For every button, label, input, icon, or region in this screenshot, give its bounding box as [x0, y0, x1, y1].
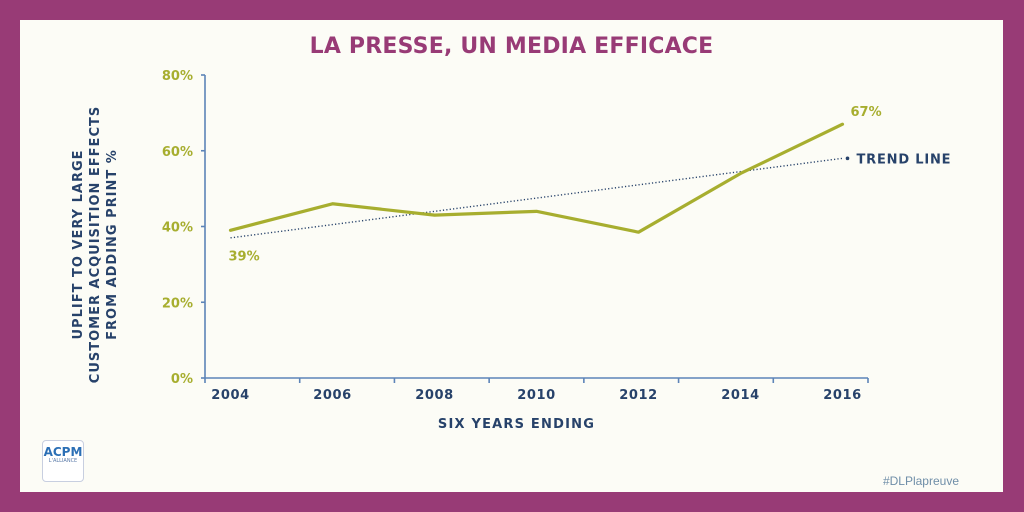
chart-title: LA PRESSE, UN MEDIA EFFICACE	[309, 34, 714, 59]
acpm-logo: ACPM L'ALLIANCE	[42, 440, 84, 482]
trend-line-end-marker	[845, 156, 850, 161]
logo-text: ACPM	[43, 445, 83, 459]
x-axis-title: SIX YEARS ENDING	[438, 417, 595, 432]
x-tick-label: 2004	[211, 388, 250, 403]
y-tick-label: 20%	[162, 296, 193, 311]
y-tick-label: 40%	[162, 221, 193, 236]
line-chart: 0% 20% 40% 60% 80% 2004 2006 2008 2010 2012 2014 20…	[71, 69, 952, 432]
y-tick-label: 80%	[162, 69, 193, 84]
chart-card: LA PRESSE, UN MEDIA EFFICACE 0% 20% 40% 60%…	[20, 20, 1003, 492]
data-label-first: 39%	[229, 249, 260, 264]
series-line	[228, 122, 845, 234]
x-tick-label: 2008	[415, 388, 454, 403]
y-tick-label: 60%	[162, 145, 193, 160]
trend-line	[230, 157, 843, 239]
x-tick-label: 2006	[313, 388, 352, 403]
hashtag: #DLPlapreuve	[882, 474, 959, 488]
y-axis-title-line: UPLIFT TO VERY LARGE	[71, 149, 86, 339]
y-tick-label: 0%	[171, 372, 193, 387]
data-label-last: 67%	[851, 105, 882, 120]
x-tick-label: 2010	[517, 388, 556, 403]
x-tick-label: 2016	[823, 388, 862, 403]
y-axis-title-line: FROM ADDING PRINT %	[105, 149, 120, 340]
x-tick-label: 2012	[619, 388, 658, 403]
logo-subtext: L'ALLIANCE	[48, 458, 78, 464]
x-tick-label: 2014	[721, 388, 760, 403]
trend-line-label: TREND LINE	[857, 152, 952, 167]
y-axis-title-line: CUSTOMER ACQUISITION EFFECTS	[88, 106, 103, 383]
